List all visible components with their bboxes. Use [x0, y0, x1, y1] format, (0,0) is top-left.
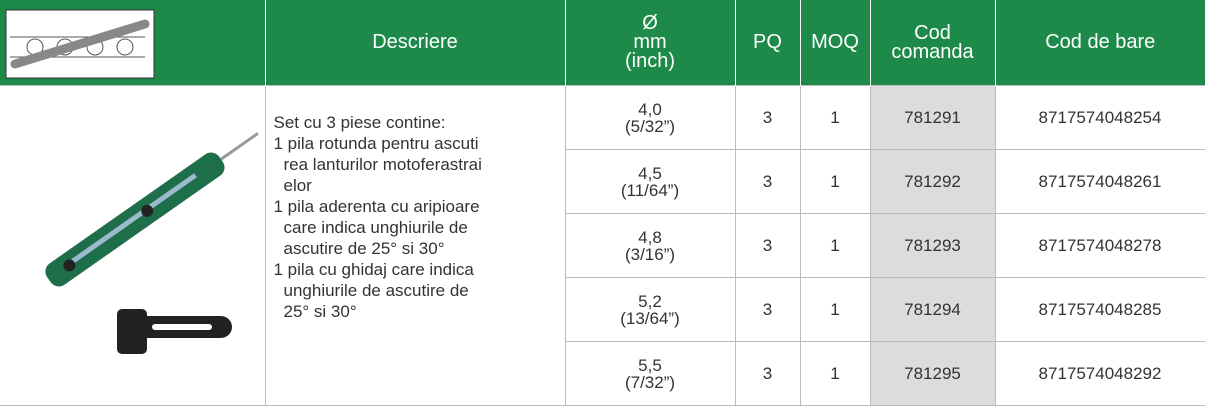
product-row: Set cu 3 piese contine:1 pila rotunda pe… [0, 86, 1205, 150]
cell-text: (13/64”) [566, 310, 735, 327]
cell-text: 5,5 [566, 357, 735, 374]
cell-text: 781291 [871, 109, 995, 126]
cell-text: 1 [801, 109, 870, 126]
table-cell: 8717574048285 [995, 278, 1205, 342]
table-cell: 781291 [870, 86, 995, 150]
cell-text: 8717574048278 [996, 237, 1205, 254]
table-cell: 781295 [870, 342, 995, 406]
table-cell: 1 [800, 150, 870, 214]
cell-text: (11/64”) [566, 182, 735, 199]
description-line: 1 pila aderenta cu aripioare [274, 196, 565, 217]
header-text: (inch) [566, 52, 735, 71]
table-cell: 781293 [870, 214, 995, 278]
cell-text: 8717574048292 [996, 365, 1205, 382]
table-cell: 1 [800, 86, 870, 150]
table-cell: 8717574048254 [995, 86, 1205, 150]
chain-icon [5, 9, 155, 79]
header-text: PQ [736, 33, 800, 52]
table-cell: 3 [735, 342, 800, 406]
cell-text: 3 [736, 365, 800, 382]
header-cell: PQ [735, 0, 800, 86]
table-cell: 3 [735, 150, 800, 214]
cell-text: 781294 [871, 301, 995, 318]
cell-text: 1 [801, 237, 870, 254]
table-cell: 4,5(11/64”) [565, 150, 735, 214]
cell-text: (5/32”) [566, 118, 735, 135]
cell-text: 3 [736, 109, 800, 126]
description-line: 1 pila cu ghidaj care indica [274, 259, 565, 280]
cell-text: 8717574048261 [996, 173, 1205, 190]
cell-text: 4,5 [566, 165, 735, 182]
table-cell: 1 [800, 214, 870, 278]
table-cell: 781292 [870, 150, 995, 214]
table-cell: 8717574048278 [995, 214, 1205, 278]
cell-text: 4,8 [566, 229, 735, 246]
cell-text: 1 [801, 301, 870, 318]
description-line: 25° si 30° [274, 301, 565, 322]
description-line: unghiurile de ascutire de [274, 280, 565, 301]
description-line: ascutire de 25° si 30° [274, 238, 565, 259]
cell-text: (7/32”) [566, 374, 735, 391]
header-cell: Cod de bare [995, 0, 1205, 86]
product-image [2, 94, 262, 394]
table-cell: 5,5(7/32”) [565, 342, 735, 406]
header-text: MOQ [801, 33, 870, 52]
description-cell: Set cu 3 piese contine:1 pila rotunda pe… [265, 86, 565, 406]
table-cell: 781294 [870, 278, 995, 342]
cell-text: 5,2 [566, 293, 735, 310]
header-cell: MOQ [800, 0, 870, 86]
table-cell: 8717574048261 [995, 150, 1205, 214]
header-text: Descriere [266, 33, 565, 52]
image-cell [0, 86, 265, 406]
cell-text: 1 [801, 173, 870, 190]
cell-text: 1 [801, 365, 870, 382]
table-cell: 3 [735, 278, 800, 342]
description-intro: Set cu 3 piese contine: [274, 112, 565, 133]
cell-text: 8717574048285 [996, 301, 1205, 318]
cell-text: 8717574048254 [996, 109, 1205, 126]
table-cell: 4,8(3/16”) [565, 214, 735, 278]
header-text: comanda [871, 43, 995, 62]
table-cell: 1 [800, 342, 870, 406]
cell-text: 4,0 [566, 101, 735, 118]
description-line: elor [274, 175, 565, 196]
table-cell: 3 [735, 214, 800, 278]
cell-text: (3/16”) [566, 246, 735, 263]
table-cell: 8717574048292 [995, 342, 1205, 406]
cell-text: 3 [736, 301, 800, 318]
cell-text: 3 [736, 237, 800, 254]
cell-text: 781292 [871, 173, 995, 190]
description-line: rea lanturilor motoferastrai [274, 154, 565, 175]
header-cell: Descriere [265, 0, 565, 86]
description-line: 1 pila rotunda pentru ascuti [274, 133, 565, 154]
header-text: Cod de bare [996, 33, 1205, 52]
cell-text: 781293 [871, 237, 995, 254]
table-cell: 1 [800, 278, 870, 342]
table-cell: 5,2(13/64”) [565, 278, 735, 342]
cell-text: 3 [736, 173, 800, 190]
cell-text: 781295 [871, 365, 995, 382]
header-text: Cod [871, 24, 995, 43]
table-cell: 4,0(5/32”) [565, 86, 735, 150]
table-cell: 3 [735, 86, 800, 150]
description-line: care indica unghiurile de [274, 217, 565, 238]
header-icon-cell [0, 0, 265, 86]
